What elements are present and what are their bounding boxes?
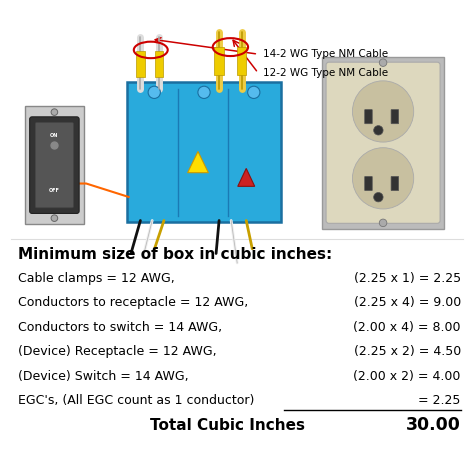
- Text: ON: ON: [50, 133, 59, 138]
- Text: 14-2 WG Type NM Cable: 14-2 WG Type NM Cable: [263, 49, 388, 59]
- FancyBboxPatch shape: [391, 109, 399, 124]
- FancyBboxPatch shape: [322, 56, 444, 229]
- FancyBboxPatch shape: [365, 109, 372, 124]
- Text: (Device) Switch = 14 AWG,: (Device) Switch = 14 AWG,: [18, 370, 189, 383]
- Bar: [155, 51, 164, 77]
- Bar: [237, 47, 246, 75]
- Text: Minimum size of box in cubic inches:: Minimum size of box in cubic inches:: [18, 247, 332, 263]
- Text: Conductors to switch = 14 AWG,: Conductors to switch = 14 AWG,: [18, 321, 222, 334]
- Bar: [214, 47, 224, 75]
- FancyBboxPatch shape: [36, 122, 73, 208]
- Polygon shape: [238, 168, 255, 186]
- Text: = 2.25: = 2.25: [419, 394, 461, 408]
- FancyBboxPatch shape: [127, 82, 281, 222]
- FancyBboxPatch shape: [365, 176, 372, 191]
- Text: 30.00: 30.00: [406, 417, 461, 435]
- Text: (2.00 x 4) = 8.00: (2.00 x 4) = 8.00: [353, 321, 461, 334]
- Text: Conductors to receptacle = 12 AWG,: Conductors to receptacle = 12 AWG,: [18, 296, 248, 310]
- Circle shape: [353, 148, 414, 209]
- Circle shape: [374, 126, 383, 135]
- Text: (2.25 x 2) = 4.50: (2.25 x 2) = 4.50: [354, 346, 461, 358]
- Circle shape: [148, 86, 160, 99]
- Text: 12-2 WG Type NM Cable: 12-2 WG Type NM Cable: [263, 68, 388, 78]
- Circle shape: [198, 86, 210, 99]
- Text: (2.00 x 2) = 4.00: (2.00 x 2) = 4.00: [354, 370, 461, 383]
- Text: EGC's, (All EGC count as 1 conductor): EGC's, (All EGC count as 1 conductor): [18, 394, 254, 408]
- FancyBboxPatch shape: [25, 106, 84, 224]
- Circle shape: [51, 109, 58, 116]
- Circle shape: [353, 81, 414, 142]
- Circle shape: [379, 59, 387, 66]
- Text: (2.25 x 4) = 9.00: (2.25 x 4) = 9.00: [354, 296, 461, 310]
- FancyBboxPatch shape: [391, 176, 399, 191]
- Polygon shape: [188, 152, 209, 173]
- FancyBboxPatch shape: [326, 62, 440, 223]
- Text: (2.25 x 1) = 2.25: (2.25 x 1) = 2.25: [354, 272, 461, 285]
- Text: Total Cubic Inches: Total Cubic Inches: [150, 418, 305, 433]
- Bar: [136, 51, 145, 77]
- Text: (Device) Receptacle = 12 AWG,: (Device) Receptacle = 12 AWG,: [18, 346, 217, 358]
- Circle shape: [51, 215, 58, 221]
- Circle shape: [374, 192, 383, 202]
- Text: OFF: OFF: [49, 188, 60, 193]
- Circle shape: [379, 219, 387, 227]
- FancyBboxPatch shape: [30, 117, 79, 213]
- Text: Cable clamps = 12 AWG,: Cable clamps = 12 AWG,: [18, 272, 174, 285]
- Circle shape: [247, 86, 260, 99]
